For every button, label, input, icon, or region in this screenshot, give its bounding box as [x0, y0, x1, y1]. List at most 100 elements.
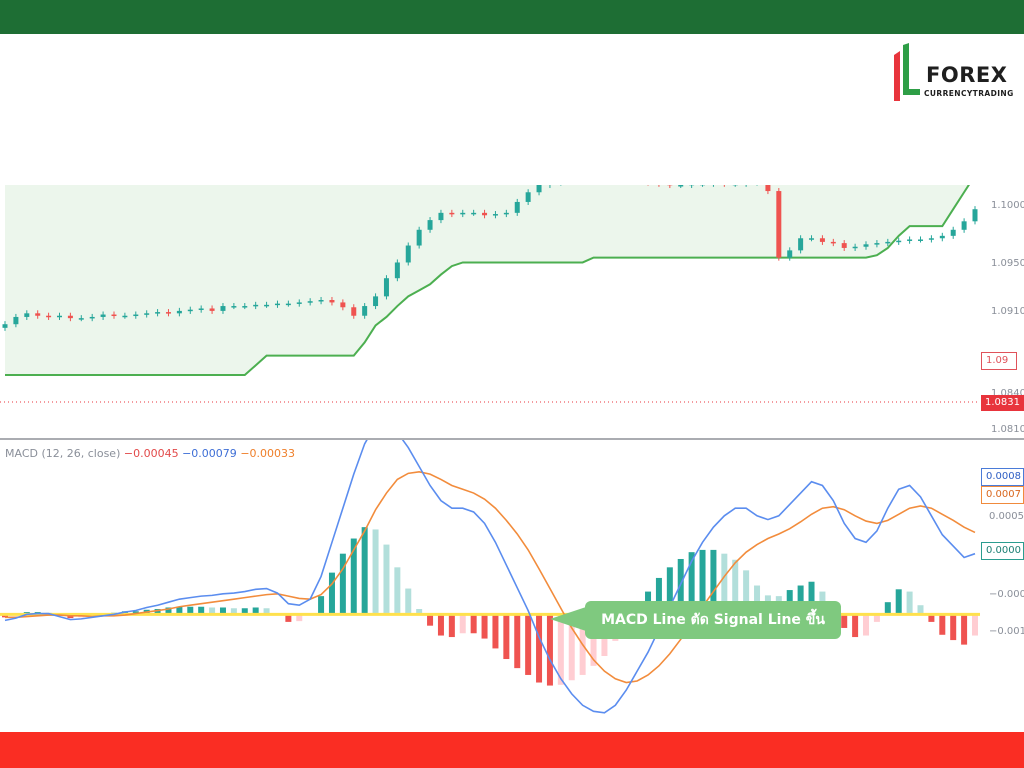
histogram-bar[interactable]: [808, 581, 815, 615]
candle[interactable]: [961, 218, 967, 233]
candle[interactable]: [35, 310, 41, 319]
candle[interactable]: [514, 198, 520, 216]
histogram-bar[interactable]: [339, 553, 346, 615]
histogram-bar[interactable]: [841, 614, 848, 628]
histogram-bar[interactable]: [394, 567, 401, 615]
candle[interactable]: [56, 312, 62, 320]
candle[interactable]: [503, 209, 509, 218]
candle[interactable]: [340, 299, 346, 311]
histogram-bar[interactable]: [863, 614, 870, 636]
candle[interactable]: [819, 235, 825, 245]
candle[interactable]: [394, 259, 400, 282]
histogram-bar[interactable]: [209, 607, 216, 615]
histogram-bar[interactable]: [590, 614, 597, 666]
histogram-bar[interactable]: [972, 614, 978, 636]
histogram-bar[interactable]: [187, 606, 194, 615]
price-pane[interactable]: [0, 174, 1024, 440]
histogram-bar[interactable]: [917, 605, 924, 615]
candle[interactable]: [329, 296, 335, 306]
candle[interactable]: [646, 178, 651, 186]
candle[interactable]: [24, 310, 30, 320]
candle[interactable]: [776, 188, 782, 261]
candle[interactable]: [111, 311, 117, 319]
histogram-bar[interactable]: [743, 570, 750, 615]
macd-legend[interactable]: MACD (12, 26, close) −0.00045 −0.00079 −…: [5, 447, 295, 460]
histogram-bar[interactable]: [732, 559, 739, 615]
histogram-bar[interactable]: [405, 588, 412, 615]
histogram-bar[interactable]: [318, 596, 325, 615]
histogram-bar[interactable]: [219, 607, 226, 615]
histogram-bar[interactable]: [852, 614, 859, 638]
candle[interactable]: [841, 240, 847, 251]
candle[interactable]: [558, 177, 563, 186]
histogram-bar[interactable]: [2, 614, 8, 618]
histogram-bar[interactable]: [873, 614, 880, 622]
candle[interactable]: [613, 175, 618, 182]
candle[interactable]: [809, 235, 815, 242]
candle[interactable]: [950, 226, 956, 239]
candle[interactable]: [678, 182, 684, 189]
candle[interactable]: [918, 236, 924, 243]
histogram-bar[interactable]: [503, 614, 510, 660]
histogram-bar[interactable]: [884, 602, 891, 615]
candle[interactable]: [373, 293, 379, 310]
candle[interactable]: [405, 242, 411, 266]
candle[interactable]: [569, 176, 574, 183]
macd-pane[interactable]: [0, 423, 980, 714]
candle[interactable]: [264, 301, 270, 308]
histogram-bar[interactable]: [459, 614, 466, 634]
candle[interactable]: [362, 303, 368, 319]
candle[interactable]: [536, 182, 542, 196]
candle[interactable]: [885, 238, 891, 247]
histogram-bar[interactable]: [655, 577, 662, 615]
candle[interactable]: [13, 313, 19, 328]
candle[interactable]: [78, 315, 84, 322]
candle[interactable]: [591, 174, 596, 180]
histogram-bar[interactable]: [721, 553, 728, 615]
candle[interactable]: [547, 180, 552, 189]
candle[interactable]: [830, 238, 836, 247]
histogram-bar[interactable]: [176, 606, 183, 615]
candle[interactable]: [689, 181, 695, 189]
candle[interactable]: [220, 303, 226, 314]
histogram-bar[interactable]: [525, 614, 532, 675]
histogram-bar[interactable]: [928, 614, 935, 622]
histogram-bar[interactable]: [437, 614, 444, 636]
histogram-bar[interactable]: [492, 614, 499, 649]
histogram-bar[interactable]: [448, 614, 455, 638]
histogram-bar[interactable]: [568, 614, 575, 681]
candle[interactable]: [525, 189, 531, 205]
histogram-bar[interactable]: [263, 608, 270, 615]
candle[interactable]: [667, 181, 673, 189]
candle[interactable]: [656, 180, 661, 187]
candle[interactable]: [46, 312, 52, 320]
histogram-bar[interactable]: [296, 614, 303, 622]
candle[interactable]: [482, 209, 488, 219]
histogram-bar[interactable]: [557, 614, 564, 685]
candle[interactable]: [100, 311, 106, 320]
histogram-bar[interactable]: [797, 585, 804, 615]
candle[interactable]: [471, 209, 477, 216]
candle[interactable]: [722, 180, 727, 187]
histogram-bar[interactable]: [154, 609, 161, 615]
candle[interactable]: [253, 301, 259, 310]
candle[interactable]: [765, 180, 771, 195]
histogram-bar[interactable]: [906, 591, 913, 615]
candle[interactable]: [155, 309, 161, 317]
candle[interactable]: [438, 209, 444, 224]
candle[interactable]: [896, 237, 902, 245]
histogram-bar[interactable]: [470, 614, 477, 634]
signal-line[interactable]: [5, 471, 976, 684]
candle[interactable]: [939, 232, 945, 242]
histogram-bar[interactable]: [536, 614, 543, 683]
stop-line[interactable]: [5, 175, 975, 377]
candle[interactable]: [787, 247, 793, 261]
histogram-bar[interactable]: [481, 614, 488, 639]
histogram-bar[interactable]: [677, 558, 684, 615]
histogram-bar[interactable]: [416, 609, 423, 615]
candle[interactable]: [755, 180, 760, 186]
candle[interactable]: [624, 176, 629, 183]
candle[interactable]: [732, 181, 738, 187]
candle[interactable]: [635, 177, 640, 184]
